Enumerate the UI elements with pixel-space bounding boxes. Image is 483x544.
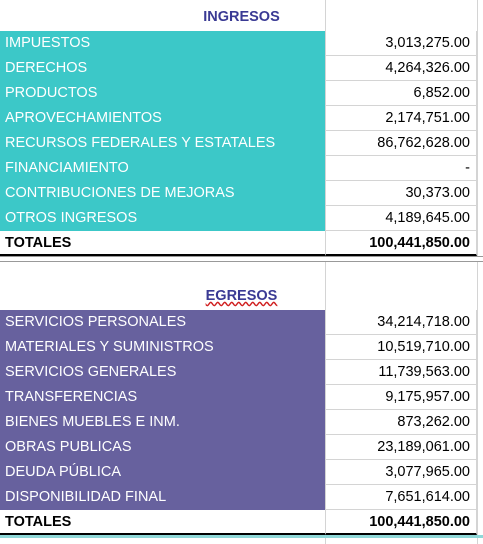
row-value: 4,264,326.00 [325,56,477,81]
row-label: DEUDA PÚBLICA [0,460,325,485]
section-title: EGRESOS [205,288,278,304]
total-value: 100,441,850.00 [325,510,477,535]
row-label: DISPONIBILIDAD FINAL [0,485,325,510]
row-value: 10,519,710.00 [325,335,477,360]
row-label: IMPUESTOS [0,31,325,56]
row-label: SERVICIOS PERSONALES [0,310,325,335]
grid-line [325,0,326,544]
row-value: 34,214,718.00 [325,310,477,335]
row-label: OBRAS PUBLICAS [0,435,325,460]
row-value: - [325,156,477,181]
row-label: RECURSOS FEDERALES Y ESTATALES [0,131,325,156]
total-label: TOTALES [0,231,325,256]
row-value: 873,262.00 [325,410,477,435]
row-label: APROVECHAMIENTOS [0,106,325,131]
row-label: SERVICIOS GENERALES [0,360,325,385]
row-value: 6,852.00 [325,81,477,106]
row-value: 3,013,275.00 [325,31,477,56]
total-value: 100,441,850.00 [325,231,477,256]
row-value: 9,175,957.00 [325,385,477,410]
row-label: TRANSFERENCIAS [0,385,325,410]
row-label: BIENES MUEBLES E INM. [0,410,325,435]
row-value: 7,651,614.00 [325,485,477,510]
section-title: INGRESOS [203,9,280,25]
double-border [0,256,483,262]
row-label: DERECHOS [0,56,325,81]
bottom-border [0,535,483,538]
row-value: 2,174,751.00 [325,106,477,131]
row-label: MATERIALES Y SUMINISTROS [0,335,325,360]
row-value: 4,189,645.00 [325,206,477,231]
row-value: 30,373.00 [325,181,477,206]
row-label: CONTRIBUCIONES DE MEJORAS [0,181,325,206]
total-label: TOTALES [0,510,325,535]
row-label: OTROS INGRESOS [0,206,325,231]
row-label: PRODUCTOS [0,81,325,106]
row-value: 23,189,061.00 [325,435,477,460]
row-value: 3,077,965.00 [325,460,477,485]
row-value: 86,762,628.00 [325,131,477,156]
row-label: FINANCIAMIENTO [0,156,325,181]
row-value: 11,739,563.00 [325,360,477,385]
grid-line [477,0,478,544]
